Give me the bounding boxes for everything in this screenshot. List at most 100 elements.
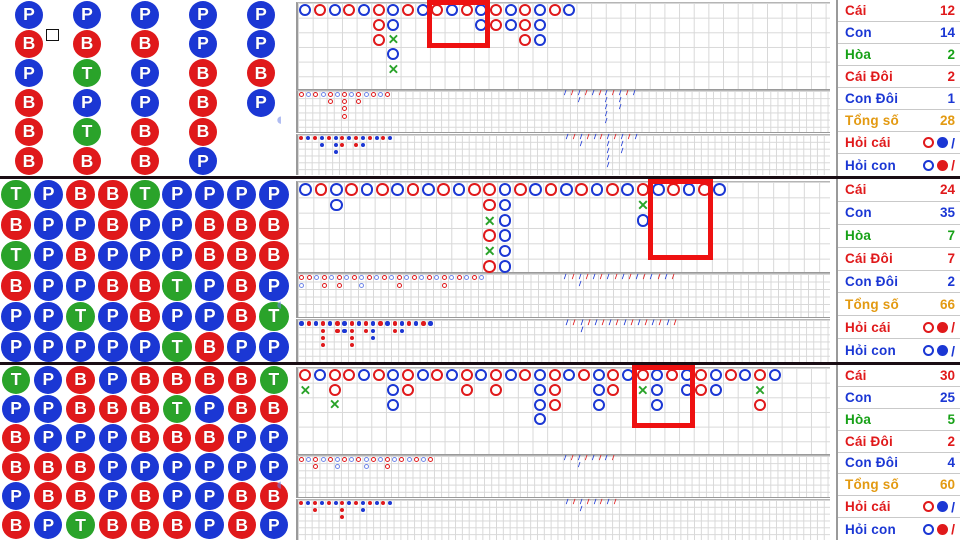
bead-cell[interactable]: P [194,179,225,209]
bead-cell[interactable]: P [98,453,127,482]
bead-cell[interactable]: P [227,423,256,452]
bead-cell[interactable]: P [188,29,218,59]
bead-cell[interactable]: B [259,240,289,270]
bead-cell[interactable]: P [195,453,224,482]
bead-cell[interactable]: B [14,29,44,59]
bead-cell[interactable]: B [130,511,160,540]
bead-cell[interactable]: P [65,271,96,301]
bead-cell[interactable]: B [66,394,95,423]
bead-cell[interactable]: T [163,394,192,423]
cockroach-road-1[interactable]: / / / / / / / / / / / / / / / / / / [563,90,830,132]
bead-cell[interactable]: B [188,59,218,88]
bead-cell[interactable]: B [227,482,256,511]
bead-cell[interactable]: T [162,271,192,301]
bead-cell[interactable]: B [66,482,95,511]
bead-cell[interactable]: P [2,482,31,511]
bead-cell[interactable]: P [130,332,160,362]
bead-cell[interactable]: P [98,365,127,394]
bead-cell[interactable]: B [194,210,225,240]
bead-cell[interactable]: B [227,511,256,540]
bead-cell[interactable]: P [34,423,63,452]
bead-cell[interactable]: B [226,271,257,301]
bead-cell[interactable]: P [259,511,288,540]
bead-cell[interactable]: P [246,29,276,59]
bead-cell[interactable]: P [130,240,160,270]
bead-cell[interactable]: P [226,179,257,209]
bead-cell[interactable]: B [259,394,288,423]
bead-cell[interactable]: T [72,117,102,147]
bead-cell[interactable]: P [195,482,224,511]
bead-cell[interactable]: B [130,482,160,511]
bead-cell[interactable]: B [98,210,128,240]
bead-cell[interactable]: P [1,301,31,331]
bead-cell[interactable]: P [66,423,95,452]
bead-cell[interactable]: B [1,271,31,301]
bead-cell[interactable]: T [66,511,95,540]
bead-cell[interactable]: T [2,365,31,394]
bead-cell[interactable]: B [195,365,224,394]
bead-cell[interactable]: B [163,511,192,540]
bead-cell[interactable]: B [72,147,102,176]
bead-cell[interactable]: T [72,59,102,88]
bead-cell[interactable]: T [65,301,96,331]
big-eye-road-1[interactable] [296,90,830,133]
bead-cell[interactable]: P [130,88,160,117]
bead-cell[interactable]: P [259,423,288,452]
bead-cell[interactable]: B [259,482,288,511]
bead-cell[interactable]: P [14,0,44,29]
bead-cell[interactable]: P [33,301,64,331]
bead-cell[interactable]: P [194,271,225,301]
bead-cell[interactable]: B [2,511,31,540]
bead-cell[interactable]: P [33,179,64,209]
bead-cell[interactable]: P [162,240,192,270]
bead-cell[interactable]: B [130,117,160,147]
bead-cell[interactable]: P [194,301,225,331]
bead-cell[interactable]: P [188,0,218,29]
bead-cell[interactable]: T [1,179,31,209]
bead-cell[interactable]: P [188,147,218,176]
bead-cell[interactable]: B [130,301,160,331]
bead-cell[interactable]: P [34,394,63,423]
bead-cell[interactable]: P [34,365,63,394]
bead-cell[interactable]: P [246,0,276,29]
bead-cell[interactable]: B [14,147,44,176]
bead-cell[interactable]: P [1,332,31,362]
bead-cell[interactable]: B [259,210,289,240]
bead-cell[interactable]: B [66,453,95,482]
bead-cell[interactable]: B [1,210,31,240]
bead-cell[interactable]: P [130,0,160,29]
big-road-3[interactable]: ✕ ✕ ✕ ✕ [296,365,830,455]
bead-cell[interactable]: P [163,482,192,511]
bead-cell[interactable]: P [98,332,128,362]
bead-cell[interactable]: P [65,210,96,240]
bead-cell[interactable]: P [98,482,127,511]
bead-cell[interactable]: B [98,394,127,423]
bead-cell[interactable]: B [72,29,102,59]
bead-cell[interactable]: P [246,88,276,117]
bead-cell[interactable]: B [130,271,160,301]
bead-cell[interactable]: P [33,332,64,362]
cockroach-road-2[interactable]: / / / / / / / / / / / / / / / / / [563,273,830,317]
bead-cell[interactable]: B [227,365,256,394]
cockroach-road-3[interactable]: / / / / / / / / / [563,455,830,497]
big-road-2[interactable]: ✕ ✕ ✕ [296,179,830,304]
bead-cell[interactable]: B [163,423,192,452]
bead-cell[interactable]: P [98,423,127,452]
small-road-1[interactable]: / / / / / / / / / / / / / / / / / / [296,133,830,175]
bead-cell[interactable]: B [188,117,218,147]
bead-cell[interactable]: B [194,240,225,270]
bead-cell[interactable]: P [33,271,64,301]
bead-cell[interactable]: P [2,394,31,423]
bead-cell[interactable]: B [98,511,127,540]
bead-cell[interactable]: B [195,423,224,452]
bead-cell[interactable]: P [226,332,257,362]
stat-row-hoi_cai[interactable]: Hỏi cái / [838,316,960,340]
bead-cell[interactable]: T [162,332,192,362]
bead-cell[interactable]: P [14,59,44,88]
bead-cell[interactable]: B [194,332,225,362]
stat-row-hoi_con[interactable]: Hỏi con / [838,518,960,540]
small-road-2[interactable]: / / / / / / / / / / / / / / / / / [296,318,830,362]
bead-cell[interactable]: P [195,394,224,423]
bead-cell[interactable]: P [98,301,128,331]
